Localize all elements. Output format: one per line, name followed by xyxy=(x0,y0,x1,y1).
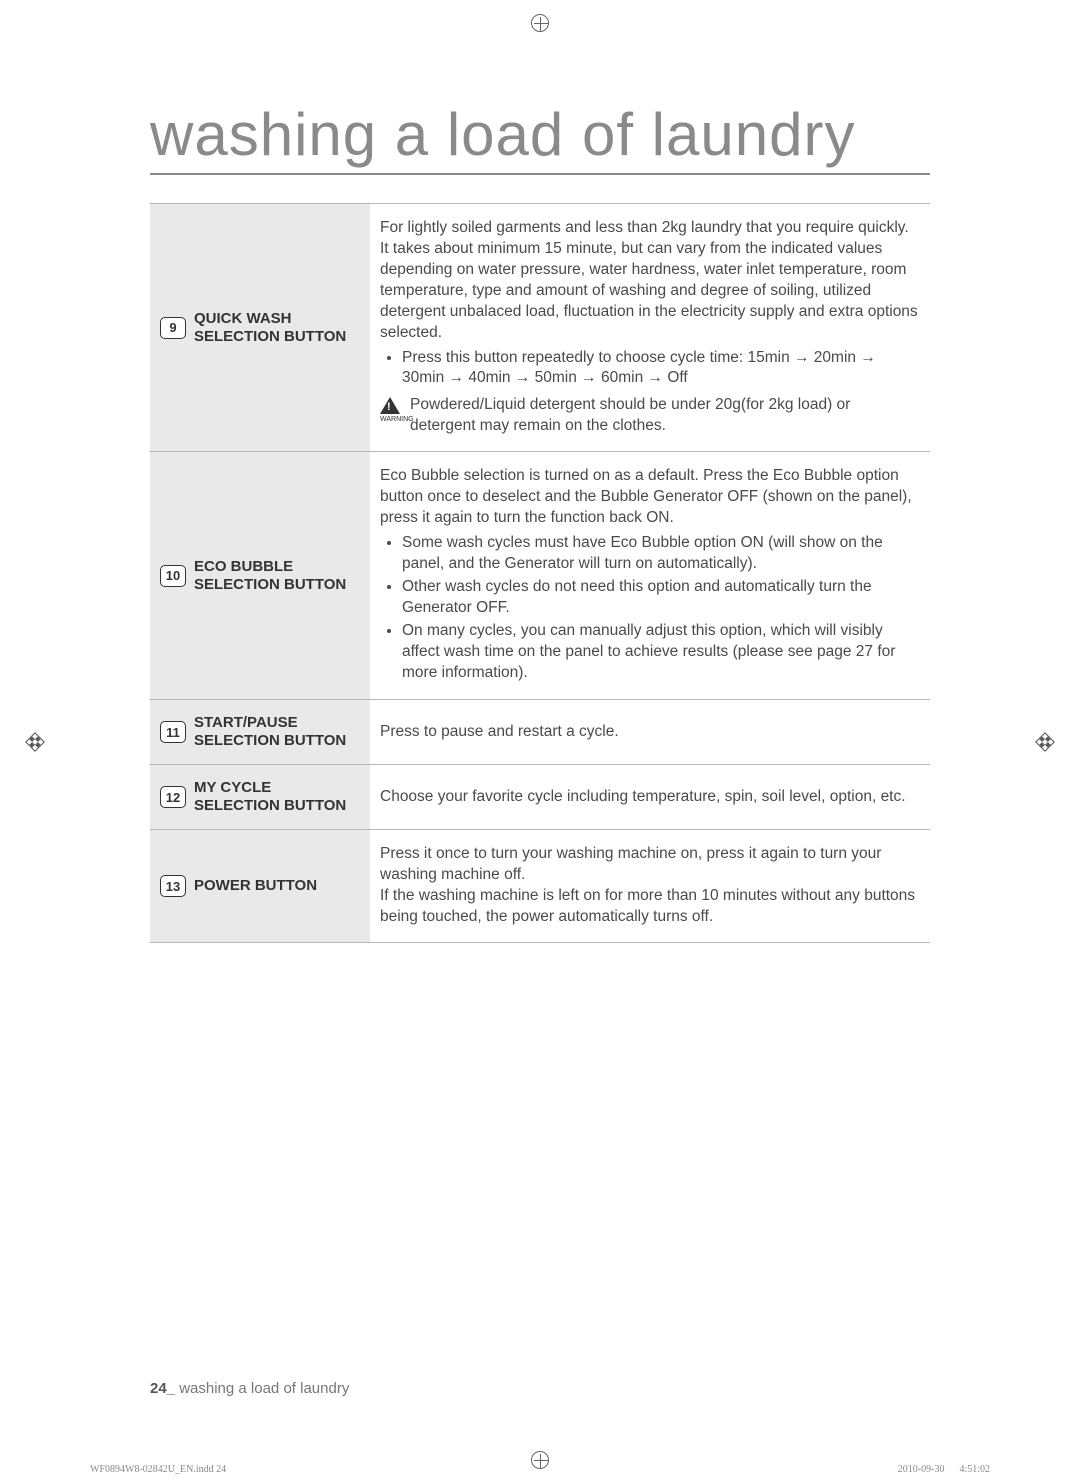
button-description-cell: Press to pause and restart a cycle. xyxy=(370,700,930,765)
bullet-item: Other wash cycles do not need this optio… xyxy=(402,577,920,619)
description-text: For lightly soiled garments and less tha… xyxy=(380,218,920,344)
print-filename: WF0894W8-02842U_EN.indd 24 xyxy=(90,1464,226,1475)
page-number: 24_ xyxy=(150,1380,175,1397)
footer-section: washing a load of laundry xyxy=(179,1380,349,1397)
description-text: Eco Bubble selection is turned on as a d… xyxy=(380,466,920,529)
buttons-table: 9 QUICK WASHSELECTION BUTTON For lightly s… xyxy=(150,203,930,943)
warning-icon xyxy=(380,397,400,414)
button-description-cell: Eco Bubble selection is turned on as a d… xyxy=(370,452,930,700)
bullet-list: Press this button repeatedly to choose c… xyxy=(380,348,920,390)
registration-right xyxy=(1035,732,1055,752)
page-content: washing a load of laundry 9 QUICK WASHSEL… xyxy=(80,60,1000,1423)
button-name: QUICK WASHSELECTION BUTTON xyxy=(194,310,346,346)
button-label-cell: 11 START/PAUSESELECTION BUTTON xyxy=(150,700,370,765)
bullet-item: Some wash cycles must have Eco Bubble op… xyxy=(402,533,920,575)
button-description-cell: For lightly soiled garments and less tha… xyxy=(370,204,930,452)
button-number: 10 xyxy=(160,565,186,587)
crop-mark-bottom xyxy=(531,1451,549,1469)
button-name: POWER BUTTON xyxy=(194,877,317,895)
button-number: 12 xyxy=(160,786,186,808)
button-number: 13 xyxy=(160,875,186,897)
description-text: If the washing machine is left on for mo… xyxy=(380,886,920,928)
description-text: Press it once to turn your washing machi… xyxy=(380,844,920,886)
description-text: Choose your favorite cycle including tem… xyxy=(380,787,920,808)
button-label-cell: 10 ECO BUBBLESELECTION BUTTON xyxy=(150,452,370,700)
bullet-item: On many cycles, you can manually adjust … xyxy=(402,621,920,684)
warning-label: WARNING xyxy=(380,415,404,424)
warning-row: WARNING Powdered/Liquid detergent should … xyxy=(380,395,920,437)
crop-mark-top xyxy=(531,14,549,32)
bullet-list: Some wash cycles must have Eco Bubble op… xyxy=(380,533,920,683)
page-title: washing a load of laundry xyxy=(150,100,930,175)
bullet-item: Press this button repeatedly to choose c… xyxy=(402,348,920,390)
description-text: Press to pause and restart a cycle. xyxy=(380,722,920,743)
warning-text: Powdered/Liquid detergent should be unde… xyxy=(410,395,920,437)
button-description-cell: Choose your favorite cycle including tem… xyxy=(370,765,930,830)
button-number: 11 xyxy=(160,721,186,743)
button-label-cell: 9 QUICK WASHSELECTION BUTTON xyxy=(150,204,370,452)
button-label-cell: 13 POWER BUTTON xyxy=(150,830,370,943)
registration-left xyxy=(25,732,45,752)
button-name: START/PAUSESELECTION BUTTON xyxy=(194,714,346,750)
button-name: MY CYCLESELECTION BUTTON xyxy=(194,779,346,815)
button-name: ECO BUBBLESELECTION BUTTON xyxy=(194,558,346,594)
page-footer: 24_ washing a load of laundry xyxy=(150,1380,349,1397)
button-number: 9 xyxy=(160,317,186,339)
button-description-cell: Press it once to turn your washing machi… xyxy=(370,830,930,943)
print-timestamp: 2010-09-30 4:51:02 xyxy=(898,1464,990,1475)
button-label-cell: 12 MY CYCLESELECTION BUTTON xyxy=(150,765,370,830)
